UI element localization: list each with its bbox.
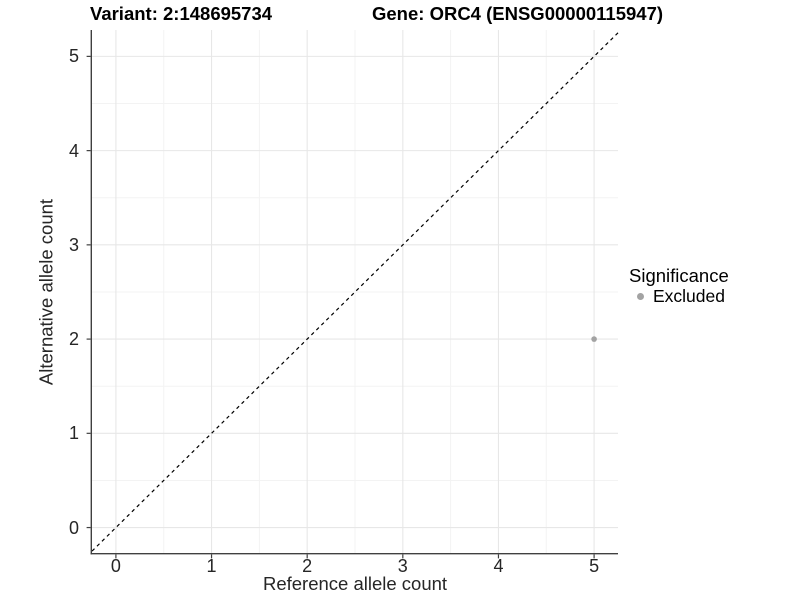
legend-key-dot-icon bbox=[637, 293, 644, 300]
x-tick-label: 4 bbox=[493, 556, 504, 576]
x-tick-label: 1 bbox=[206, 556, 217, 576]
legend-title: Significance bbox=[629, 265, 729, 286]
plot-title-gene: Gene: ORC4 (ENSG00000115947) bbox=[372, 3, 664, 24]
legend-item-label: Excluded bbox=[653, 286, 725, 306]
x-tick-label: 2 bbox=[302, 556, 313, 576]
x-tick-label: 0 bbox=[110, 556, 121, 576]
legend-items: Excluded bbox=[629, 287, 729, 306]
plot-title-variant: Variant: 2:148695734 bbox=[90, 3, 273, 24]
x-tick-label: 3 bbox=[397, 556, 408, 576]
y-tick-label: 1 bbox=[68, 423, 79, 444]
x-axis-title: Reference allele count bbox=[262, 573, 448, 594]
y-tick-label: 3 bbox=[68, 234, 79, 255]
y-tick-label: 5 bbox=[68, 46, 79, 67]
legend-item: Excluded bbox=[629, 287, 729, 306]
y-tick-label: 0 bbox=[68, 517, 79, 538]
y-tick-label: 4 bbox=[68, 140, 79, 161]
data-point bbox=[591, 336, 597, 342]
y-tick-label: 2 bbox=[68, 329, 79, 350]
legend: Significance Excluded bbox=[629, 266, 729, 306]
x-tick-label: 5 bbox=[589, 556, 600, 576]
y-axis-title: Alternative allele count bbox=[35, 198, 57, 386]
